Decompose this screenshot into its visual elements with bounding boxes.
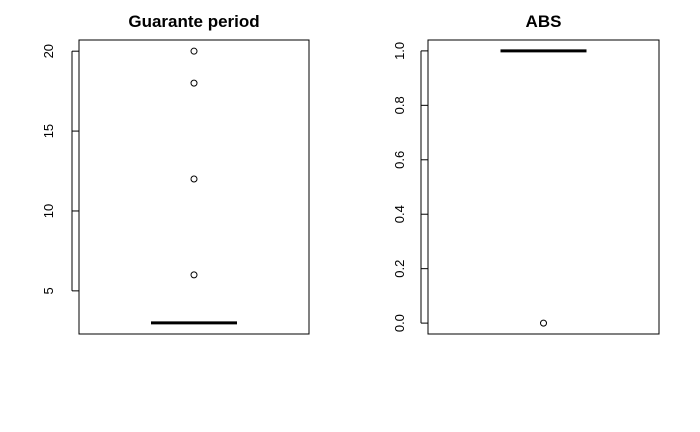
y-tick-label-2-3: 0.6 <box>392 151 407 169</box>
y-tick-label-1-1: 10 <box>41 204 56 218</box>
chart-panel-1: Guarante period 5 10 15 20 <box>41 12 310 335</box>
y-tick-label-1-2: 15 <box>41 124 56 138</box>
y-tick-label-2-2: 0.4 <box>392 205 407 223</box>
chart-title-2: ABS <box>526 12 562 31</box>
y-tick-label-2-0: 0.0 <box>392 314 407 332</box>
y-tick-label-2-5: 1.0 <box>392 42 407 60</box>
outlier-point-2-0 <box>540 319 547 327</box>
y-tick-label-1-0: 5 <box>41 287 56 294</box>
chart-title-1: Guarante period <box>128 12 259 31</box>
outlier-point-1-0 <box>190 271 198 279</box>
plot-frame-2 <box>427 39 660 335</box>
outlier-point-1-2 <box>190 79 198 87</box>
y-tick-label-1-3: 20 <box>41 44 56 58</box>
outlier-point-1-3 <box>190 47 198 55</box>
chart-panel-2: ABS 0.0 0.2 0.4 0.6 0.8 1.0 <box>392 12 660 335</box>
outlier-point-1-1 <box>190 175 198 183</box>
y-tick-label-2-4: 0.8 <box>392 96 407 114</box>
plot-frame-1 <box>78 39 310 335</box>
y-tick-label-2-1: 0.2 <box>392 260 407 278</box>
